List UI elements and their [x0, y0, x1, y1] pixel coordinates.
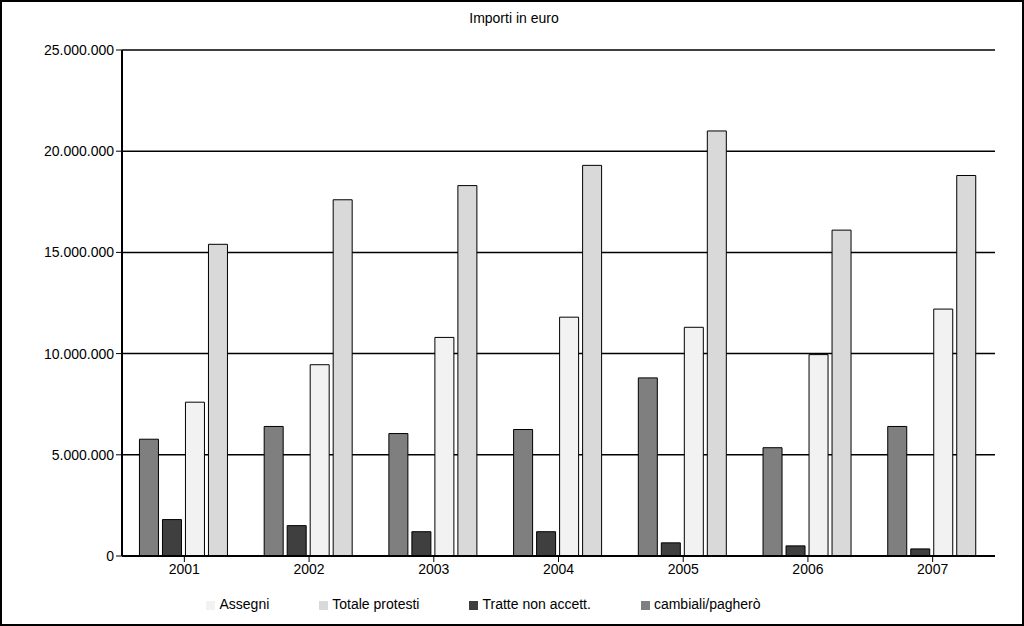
- svg-text:15.000.000: 15.000.000: [44, 244, 114, 260]
- svg-text:0: 0: [106, 548, 114, 564]
- svg-text:2007: 2007: [917, 561, 948, 577]
- html-text:Importi in euro: Importi in euro: [469, 10, 559, 26]
- html-text:Totale protesti: Totale protesti: [332, 596, 420, 612]
- svg-text:2001: 2001: [169, 561, 200, 577]
- svg-text:2003: 2003: [418, 561, 449, 577]
- html-text:cambiali/pagherò: cambiali/pagherò: [653, 596, 761, 612]
- html-text:Assegni: Assegni: [219, 596, 270, 612]
- svg-text:20.000.000: 20.000.000: [44, 143, 114, 159]
- svg-text:2002: 2002: [293, 561, 324, 577]
- svg-text:2005: 2005: [668, 561, 699, 577]
- html-text:Tratte non accett.: Tratte non accett.: [482, 596, 591, 612]
- svg-text:25.000.000: 25.000.000: [44, 42, 114, 58]
- svg-text:10.000.000: 10.000.000: [44, 346, 114, 362]
- svg-text:2006: 2006: [792, 561, 823, 577]
- svg-text:5.000.000: 5.000.000: [52, 447, 114, 463]
- svg-text:2004: 2004: [543, 561, 574, 577]
